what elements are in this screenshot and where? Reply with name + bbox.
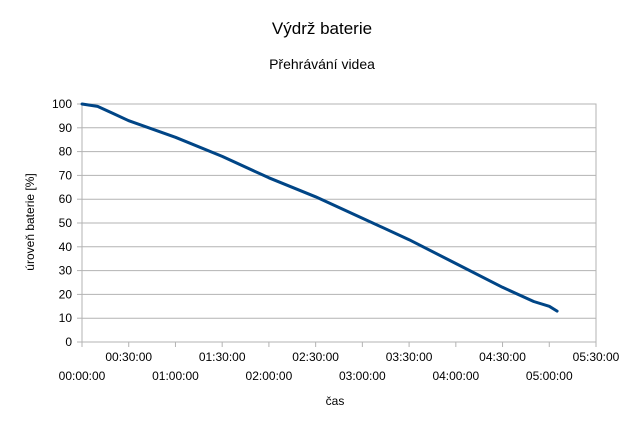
y-tick-label: 70 <box>59 168 73 182</box>
x-tick-label: 02:00:00 <box>246 369 293 383</box>
x-tick-label: 00:30:00 <box>105 350 152 364</box>
chart-title: Výdrž baterie <box>272 19 372 38</box>
x-axis-ticks: 00:00:00 00:30:0001:00:0001:30:0002:00:00… <box>59 342 620 383</box>
y-tick-label: 10 <box>59 311 73 325</box>
x-axis-label: čas <box>326 394 345 408</box>
y-tick-label: 60 <box>59 192 73 206</box>
y-tick-label: 50 <box>59 216 73 230</box>
battery-level-line <box>80 102 559 313</box>
x-tick-label: 05:00:00 <box>526 369 573 383</box>
y-tick-label: 100 <box>52 97 72 111</box>
x-tick-label: 04:00:00 <box>432 369 479 383</box>
y-axis-ticks: 0 10 20 30 40 50 60 70 80 90 100 <box>52 97 82 349</box>
grid-lines <box>82 103 596 343</box>
y-tick-label: 40 <box>59 240 73 254</box>
y-tick-label: 80 <box>59 145 73 159</box>
x-tick-label: 04:30:00 <box>479 350 526 364</box>
x-tick-label: 03:30:00 <box>386 350 433 364</box>
x-tick-label: 01:30:00 <box>199 350 246 364</box>
x-tick-label: 05:30:00 <box>573 350 620 364</box>
chart-subtitle: Přehrávání videa <box>269 56 375 72</box>
x-tick-label: 00:00:00 <box>59 369 106 383</box>
y-axis-label: úroveň baterie [%] <box>23 173 37 270</box>
x-tick-label: 03:00:00 <box>339 369 386 383</box>
y-tick-label: 20 <box>59 287 73 301</box>
y-tick-label: 30 <box>59 264 73 278</box>
y-tick-label: 0 <box>65 335 72 349</box>
series-group <box>80 102 559 313</box>
x-tick-label: 01:00:00 <box>152 369 199 383</box>
x-tick-label: 02:30:00 <box>292 350 339 364</box>
y-tick-label: 90 <box>59 121 73 135</box>
plot-area-frame <box>81 103 597 343</box>
